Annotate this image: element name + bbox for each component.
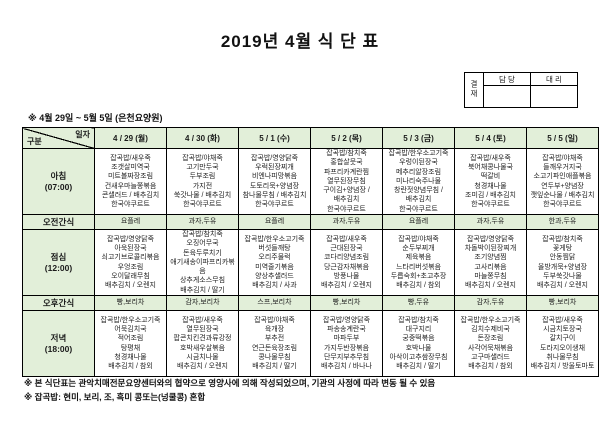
- day-header-thu: 5 / 2 (목): [310, 127, 383, 149]
- menu-cell: 잡곡밥/참치죽 꽃게탕 안동찜닭 올방개묵+양념장 두부쑥갓나물 배추김치 / …: [526, 229, 599, 296]
- day-header-fri: 5 / 3 (금): [382, 127, 455, 149]
- afternoon-snack-row: 오후간식 빵,보리차 감자,보리차 스프,보리차 빵,보리차 빵,두유 감자,두…: [22, 295, 599, 311]
- menu-cell: 과자,두유: [454, 214, 527, 230]
- menu-cell: 잡곡밥/야채죽 고기만두국 두부조림 가지전 쑥갓나물 / 배추김치 한국야쿠르…: [166, 148, 239, 215]
- corner-cell: 일자 구분: [22, 127, 95, 149]
- day-header-sun: 5 / 5 (일): [526, 127, 599, 149]
- menu-cell: 잡곡밥/새우죽 북어채콩나물국 떡갈비 청경채나물 조미김 / 배추김치 한국야…: [454, 148, 527, 215]
- date-range-subtitle: ※ 4월 29일 ~ 5월 5일 (은천요양원): [28, 113, 163, 123]
- menu-cell: 잡곡밥/영양닭죽 우럭된장찌개 비엔나피망볶음 도토리묵+양념장 참나물무침 /…: [238, 148, 311, 215]
- menu-cell: 잡곡밥/한우소고기죽 어묵김치국 적어조림 탕평채 청경채나물 배추김치 / 참…: [94, 310, 167, 377]
- day-header-mon: 4 / 29 (월): [94, 127, 167, 149]
- menu-cell: 과자,두유: [166, 214, 239, 230]
- menu-cell: 잡곡밥/새우죽 조갯살미역국 미트볼짜장조림 건새우마늘쫑볶음 콘샐러드 / 배…: [94, 148, 167, 215]
- menu-cell: 잡곡밥/한우소고기죽 우렁이된장국 메추리알장조림 미나리숙주나물 창란젓양념무…: [382, 148, 455, 215]
- approval-col-manager: 담 당: [483, 71, 531, 87]
- menu-cell: 잡곡밥/한우소고기죽 김치수제비국 돈장조림 사각어묵채볶음 고구마샐러드 배추…: [454, 310, 527, 377]
- menu-cell: 요플레: [94, 214, 167, 230]
- menu-cell: 빵,보리차: [310, 295, 383, 311]
- breakfast-row: 아침 (07:00) 잡곡밥/새우죽 조갯살미역국 미트볼짜장조림 건새우마늘쫑볶…: [22, 148, 599, 215]
- menu-cell: 잡곡밥/야채죽 육개장 부추전 연근돈육장조림 콩나물무침 배추김치 / 딸기: [238, 310, 311, 377]
- day-header-tue: 4 / 30 (화): [166, 127, 239, 149]
- menu-cell: 빵,두유: [382, 295, 455, 311]
- approval-sign-cell: [530, 85, 578, 108]
- menu-cell: 잡곡밥/영양닭죽 차돌박이된장찌개 조기양념찜 고사리볶음 마늘쫑무침 배추김치…: [454, 229, 527, 296]
- corner-label-category: 구분: [27, 137, 42, 146]
- corner-label-date: 일자: [75, 130, 90, 139]
- page-title: 2019년 4월 식 단 표: [220, 32, 380, 51]
- menu-cell: 잡곡밥/참치죽 오징어무국 돈육두루치기 애기새송이파프리카볶음 상추게소스무침…: [166, 229, 239, 296]
- day-header-wed: 5 / 1 (수): [238, 127, 311, 149]
- menu-cell: 잡곡밥/영양닭죽 파송송계란국 마파두부 가지두반장볶음 단무지부추무침 배추김…: [310, 310, 383, 377]
- approval-col-deputy: 대 리: [530, 71, 578, 87]
- footnotes: ※ 본 식단표는 관악치매전문요양센터와의 협약으로 영양사에 의해 작성되었으…: [24, 376, 594, 404]
- approval-stamp-box: 결재 담 당 대 리: [464, 71, 578, 108]
- menu-cell: 스프,보리차: [238, 295, 311, 311]
- day-header-sat: 5 / 4 (토): [454, 127, 527, 149]
- menu-cell: 잡곡밥/참치죽 홍합살뭇국 파프리카계란찜 열무된장무침 구이김+양념장 / 배…: [310, 148, 383, 215]
- weekly-menu-table: 일자 구분 4 / 29 (월) 4 / 30 (화) 5 / 1 (수) 5 …: [22, 127, 599, 377]
- menu-cell: 감자,두유: [454, 295, 527, 311]
- menu-cell: 잡곡밥/새우죽 시금치토장국 갈치구이 도라지오이생채 취나물무침 배추김치 /…: [526, 310, 599, 377]
- row-label-lunch: 점심 (12:00): [22, 229, 95, 296]
- approval-stamp-label: 결재: [464, 72, 484, 108]
- menu-cell: 잡곡밥/야채죽 순두부찌개 제육볶음 느타리버섯볶음 두릅숙회+초고추장 배추김…: [382, 229, 455, 296]
- dinner-row: 저녁 (18:00) 잡곡밥/한우소고기죽 어묵김치국 적어조림 탕평채 청경채나…: [22, 310, 599, 377]
- menu-cell: 빵,보리차: [526, 295, 599, 311]
- footnote-disclaimer: ※ 본 식단표는 관악치매전문요양센터와의 협약으로 영양사에 의해 작성되었으…: [24, 378, 436, 388]
- menu-cell: 잡곡밥/새우죽 근대된장국 코다리양념조림 당근감자채볶음 방풍나물 배추김치 …: [310, 229, 383, 296]
- menu-cell: 요플레: [382, 214, 455, 230]
- menu-cell: 잡곡밥/새우죽 열무된장국 팝콘치킨견과류강정 호박새우살볶음 시금치나물 배추…: [166, 310, 239, 377]
- row-label-breakfast: 아침 (07:00): [22, 148, 95, 215]
- header-row: 일자 구분 4 / 29 (월) 4 / 30 (화) 5 / 1 (수) 5 …: [22, 127, 599, 149]
- morning-snack-row: 오전간식 요플레 과자,두유 요플레 과자,두유 요플레 과자,두유 한과,두유: [22, 214, 599, 230]
- menu-cell: 잡곡밥/영양닭죽 아욱된장국 쇠고기브로콜리볶음 우엉조림 오이달래무침 배추김…: [94, 229, 167, 296]
- row-label-morning-snack: 오전간식: [22, 214, 95, 230]
- menu-cell: 잡곡밥/야채죽 들깨우거지국 소고기파인애플볶음 연두부+양념장 깻잎순나물 /…: [526, 148, 599, 215]
- menu-cell: 빵,보리차: [94, 295, 167, 311]
- menu-cell: 요플레: [238, 214, 311, 230]
- menu-cell: 잡곡밥/한우소고기죽 버섯들깨탕 오리주물럭 미역줄기볶음 양상추샐러드 배추김…: [238, 229, 311, 296]
- menu-cell: 잡곡밥/참치죽 대구지리 궁중떡볶음 호박나물 아삭이고추쌈장무침 배추김치 /…: [382, 310, 455, 377]
- menu-cell: 한과,두유: [526, 214, 599, 230]
- footnote-grain-info: ※ 잡곡밥: 현미, 보리, 조, 흑미 콩또는(넝쿨콩) 혼합: [24, 392, 206, 402]
- menu-cell: 과자,두유: [310, 214, 383, 230]
- menu-cell: 감자,보리차: [166, 295, 239, 311]
- row-label-dinner: 저녁 (18:00): [22, 310, 95, 377]
- approval-sign-cell: [483, 85, 531, 108]
- row-label-afternoon-snack: 오후간식: [22, 295, 95, 311]
- lunch-row: 점심 (12:00) 잡곡밥/영양닭죽 아욱된장국 쇠고기브로콜리볶음 우엉조림 …: [22, 229, 599, 296]
